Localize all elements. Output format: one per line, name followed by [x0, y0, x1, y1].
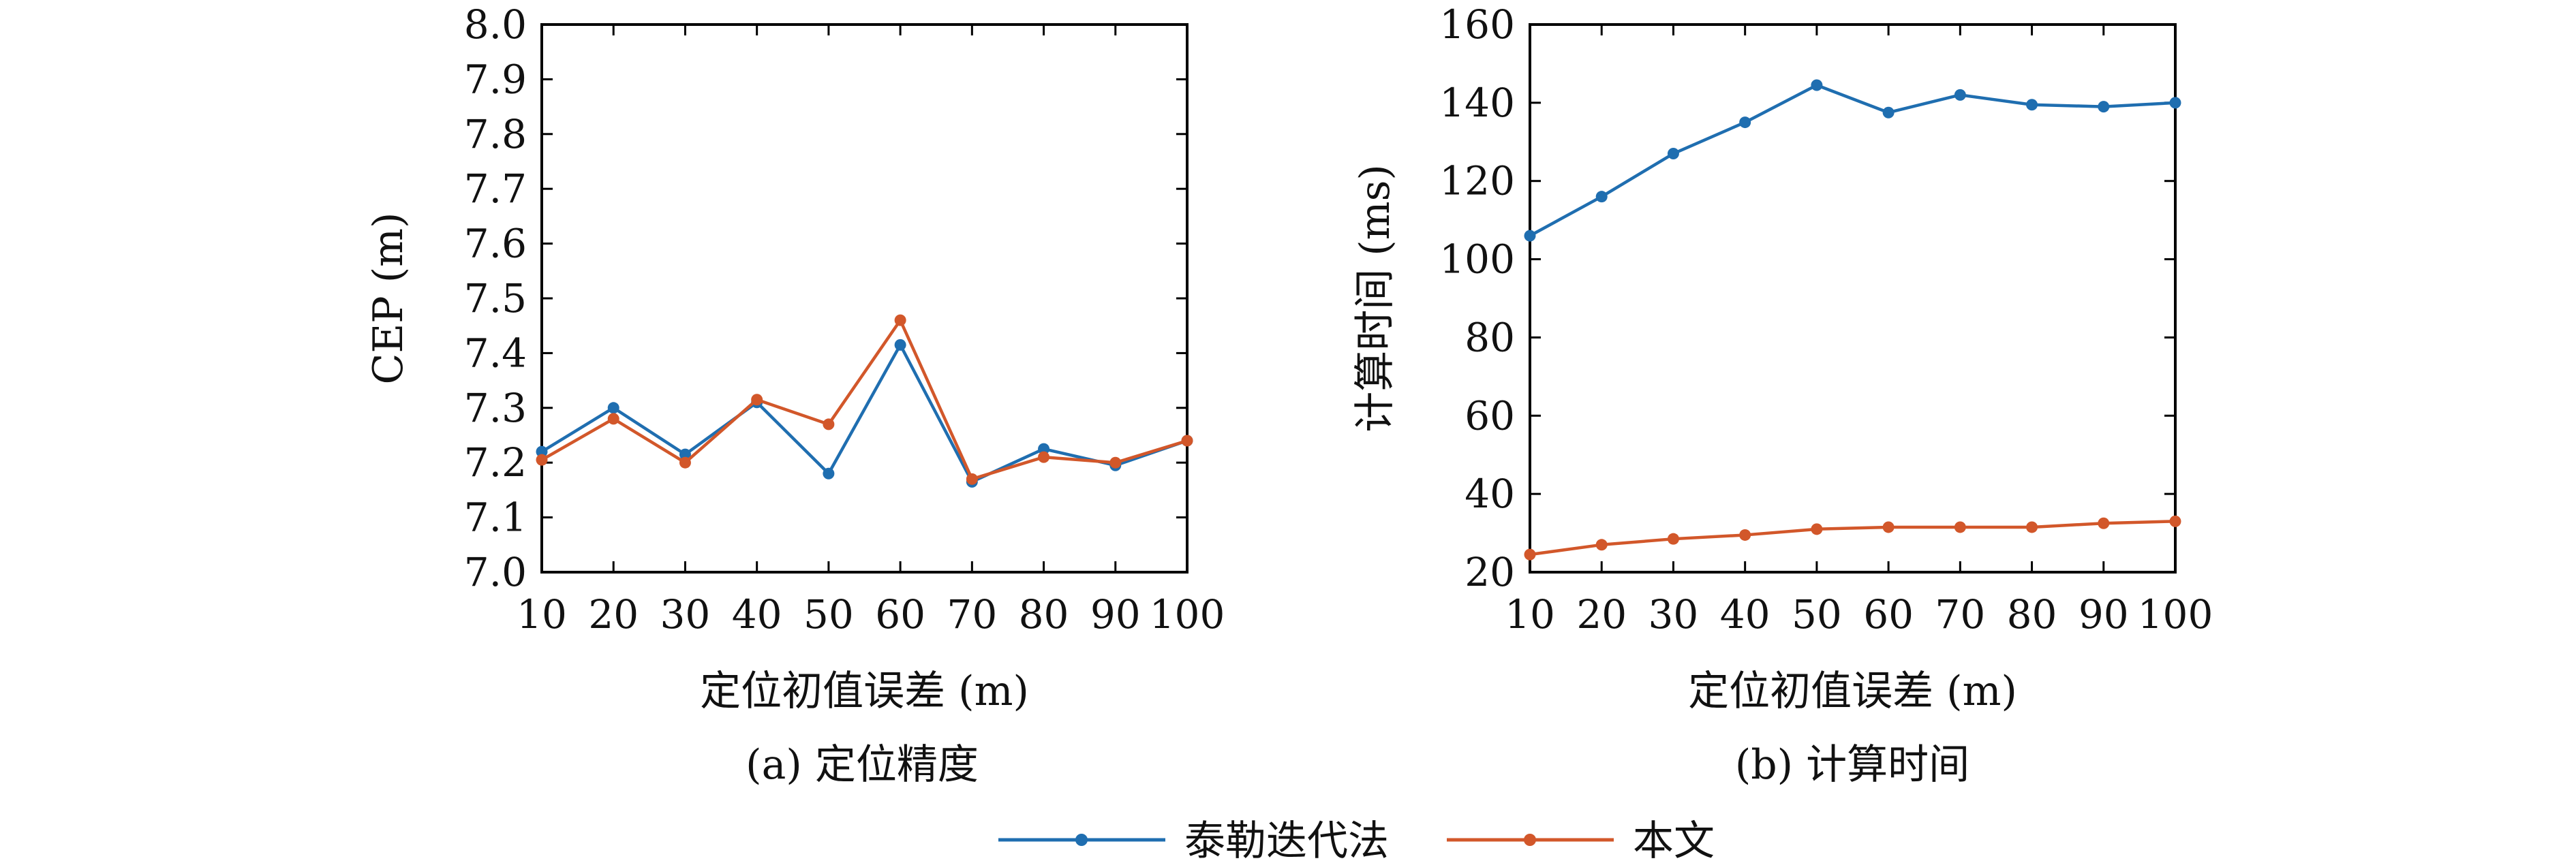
- chart1-point-ours-60: [894, 314, 906, 326]
- caption-b: (b) 计算时间: [1735, 741, 1969, 789]
- chart2-point-taylor-10: [1524, 230, 1536, 242]
- legend-marker-ours: [1524, 834, 1536, 846]
- chart1-y-axis-title: CEP (m): [365, 213, 412, 385]
- legend-item-ours: 本文: [1447, 817, 1715, 863]
- chart1-ytick-label-7.9: 7.9: [464, 56, 527, 102]
- chart2-series-line-ours: [1529, 520, 2176, 556]
- chart2-ytick-label-80: 80: [1465, 314, 1515, 360]
- chart2-point-taylor-50: [1811, 79, 1823, 91]
- chart1-ytick-label-7.5: 7.5: [464, 275, 527, 321]
- chart2-x-axis-title: 定位初值误差 (m): [1688, 668, 2017, 715]
- chart2-point-taylor-100: [2169, 97, 2181, 109]
- chart2-point-taylor-20: [1595, 191, 1608, 203]
- legend-label-ours: 本文: [1633, 817, 1715, 863]
- chart2-point-ours-80: [2026, 521, 2038, 533]
- chart2-ytick-label-160: 160: [1439, 1, 1515, 48]
- chart2-xtick-label-20: 20: [1576, 591, 1627, 638]
- chart2-point-ours-40: [1739, 529, 1751, 541]
- chart1-ytick-label-7.4: 7.4: [464, 330, 527, 376]
- chart2-xtick-label-70: 70: [1935, 591, 1985, 638]
- chart2-xtick-label-50: 50: [1792, 591, 1842, 638]
- chart2-point-ours-10: [1524, 548, 1536, 561]
- chart2-ytick-label-100: 100: [1439, 236, 1515, 283]
- chart1-point-taylor-80: [1038, 443, 1050, 455]
- chart1-point-ours-100: [1181, 435, 1193, 447]
- chart2-xtick-label-90: 90: [2079, 591, 2129, 638]
- legend-item-taylor: 泰勒迭代法: [998, 817, 1389, 863]
- chart1-xtick-label-40: 40: [732, 591, 782, 638]
- chart1-x-axis-title: 定位初值误差 (m): [700, 668, 1029, 715]
- chart2-xtick-label-60: 60: [1863, 591, 1914, 638]
- chart1-ytick-label-7.7: 7.7: [464, 166, 527, 212]
- chart2-point-taylor-80: [2026, 99, 2038, 111]
- chart1-ytick-label-7.6: 7.6: [464, 221, 527, 267]
- chart2-ytick-label-20: 20: [1465, 549, 1515, 595]
- chart1-xtick-label-20: 20: [588, 591, 639, 638]
- chart2-ytick-label-60: 60: [1465, 392, 1515, 439]
- chart1-xtick-label-70: 70: [947, 591, 997, 638]
- chart2-series-line-taylor: [1529, 83, 2176, 238]
- caption-a: (a) 定位精度: [746, 741, 979, 789]
- chart1-series-line-taylor: [540, 343, 1188, 484]
- chart1-point-taylor-60: [894, 339, 906, 351]
- chart2-plot-frame: [1529, 23, 2177, 574]
- chart1-ytick-label-7.2: 7.2: [464, 439, 527, 486]
- chart1-series-line-ours: [540, 318, 1188, 481]
- chart1-ytick-label-7.1: 7.1: [464, 495, 527, 541]
- chart1-xtick-label-10: 10: [517, 591, 567, 638]
- chart2-xtick-label-30: 30: [1649, 591, 1699, 638]
- chart1-point-ours-40: [751, 394, 763, 406]
- chart1-ytick-label-8.0: 8.0: [464, 1, 527, 48]
- chart2-xtick-label-80: 80: [2007, 591, 2057, 638]
- legend-label-taylor: 泰勒迭代法: [1184, 817, 1389, 863]
- chart1-ytick-label-7.0: 7.0: [464, 549, 527, 595]
- chart2-y-axis-title: 计算时间 (ms): [1351, 164, 1399, 433]
- chart2-point-taylor-60: [1882, 106, 1895, 119]
- chart2-point-ours-20: [1595, 539, 1608, 551]
- chart2-point-ours-70: [1954, 521, 1966, 533]
- chart2-point-taylor-70: [1954, 89, 1966, 101]
- chart1-point-ours-90: [1109, 456, 1122, 469]
- chart1-xtick-label-100: 100: [1150, 591, 1225, 638]
- chart2-xtick-label-100: 100: [2138, 591, 2213, 638]
- chart1-point-taylor-10: [536, 445, 548, 458]
- chart1-point-ours-70: [966, 473, 978, 485]
- chart2-point-ours-60: [1882, 521, 1895, 533]
- chart1-ytick-label-7.8: 7.8: [464, 111, 527, 157]
- chart2-ytick-label-40: 40: [1465, 471, 1515, 517]
- chart1-point-ours-80: [1038, 451, 1050, 463]
- chart1-ytick-label-7.3: 7.3: [464, 385, 527, 431]
- chart2-point-ours-50: [1811, 523, 1823, 535]
- chart2-ytick-label-140: 140: [1439, 80, 1515, 126]
- chart1-xtick-label-30: 30: [660, 591, 711, 638]
- chart1-point-ours-10: [536, 454, 548, 466]
- chart2-xtick-label-10: 10: [1505, 591, 1555, 638]
- chart2-point-ours-30: [1667, 533, 1679, 545]
- chart1-xtick-label-80: 80: [1019, 591, 1069, 638]
- chart2-point-taylor-40: [1739, 116, 1751, 129]
- chart1-point-ours-50: [823, 418, 835, 430]
- chart1-plot-frame: [540, 23, 1189, 574]
- chart2-point-taylor-30: [1667, 148, 1679, 160]
- chart1-point-ours-20: [607, 413, 619, 425]
- chart2-point-ours-100: [2169, 515, 2181, 527]
- chart2-point-taylor-90: [2098, 101, 2110, 113]
- panel-a-cep-chart: 7.0 7.1 7.2 7.3 7.4 7.5 7.6 7.7 7.8 7.9 8.0 10 20 30 4…: [365, 1, 1225, 715]
- chart1-point-ours-30: [679, 456, 691, 469]
- chart2-ytick-label-120: 120: [1439, 158, 1515, 204]
- legend-marker-taylor: [1075, 834, 1088, 846]
- chart2-point-ours-90: [2098, 517, 2110, 529]
- chart1-point-taylor-20: [607, 402, 619, 414]
- chart1-xtick-label-50: 50: [803, 591, 854, 638]
- chart1-xtick-label-60: 60: [875, 591, 925, 638]
- legend: 泰勒迭代法 本文: [998, 817, 1715, 863]
- chart2-xtick-label-40: 40: [1720, 591, 1770, 638]
- chart1-point-taylor-30: [679, 448, 691, 460]
- chart1-xtick-label-90: 90: [1090, 591, 1141, 638]
- chart1-point-taylor-50: [823, 467, 835, 480]
